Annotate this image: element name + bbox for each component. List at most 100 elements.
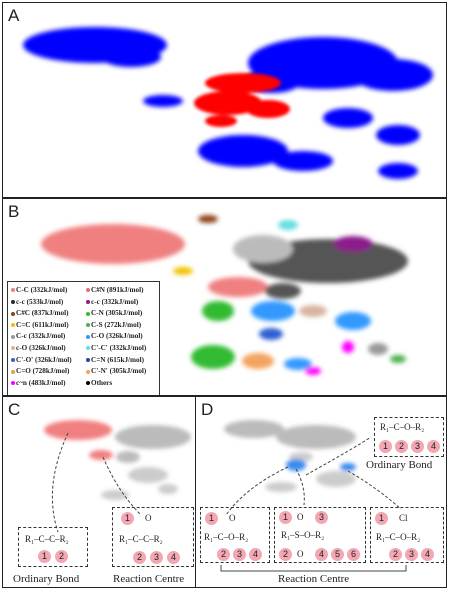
legend-item: c-c (533kJ/mol) <box>11 297 72 309</box>
d-ord-circle-1: 1 <box>379 440 392 453</box>
legend-item: C=C (611kJ/mol) <box>11 320 72 332</box>
legend-left-column: C-C (332kJ/mol) c-c (533kJ/mol) C#C (837kJ… <box>11 285 72 389</box>
legend-swatch-icon <box>11 311 15 316</box>
legend-label: C=C (611kJ/mol) <box>16 320 69 329</box>
d-r2-circle-1: 1 <box>279 511 292 524</box>
legend-swatch-icon <box>11 288 15 293</box>
panel-d: D R₁–C–O–R₂ 1 2 3 4 Ordinary Bond 1 O R₁… <box>195 396 447 588</box>
legend-item: c~n (483kJ/mol) <box>11 378 72 390</box>
d-r2-circle-3: 3 <box>315 511 328 524</box>
d-reaction-caption: Reaction Centre <box>278 573 350 585</box>
legend-item: C-N (305kJ/mol) <box>86 308 146 320</box>
panel-a-scatter <box>23 27 433 179</box>
legend-item: C'-N' (305kJ/mol) <box>86 366 146 378</box>
legend-item: c-c (332kJ/mol) <box>86 297 146 309</box>
legend-label: C=N (615kJ/mol) <box>91 355 145 364</box>
legend-label: C'-C' (332kJ/mol) <box>91 343 147 352</box>
c-ordinary-formula: R₁–C–C–R₂ <box>25 534 69 544</box>
c-rc-formula: R₁–C–C–R₂ <box>119 534 163 544</box>
legend-swatch-icon <box>86 288 90 293</box>
c-rc-circle-2: 2 <box>133 551 146 564</box>
c-rc-oxygen: O <box>145 513 152 523</box>
d-ordinary-box: R₁–C–O–R₂ 1 2 3 4 <box>374 417 444 457</box>
legend-label: c-c (332kJ/mol) <box>91 297 139 306</box>
c-ordinary-caption: Ordinary Bond <box>13 573 80 585</box>
legend-swatch-icon <box>86 334 90 339</box>
legend-item: c-O (326kJ/mol) <box>11 343 72 355</box>
legend-label: C-c (332kJ/mol) <box>16 332 66 341</box>
legend-swatch-icon <box>86 311 90 316</box>
legend-item: C'-C' (332kJ/mol) <box>86 343 146 355</box>
legend-label: C-O (326kJ/mol) <box>91 332 143 341</box>
d-r3-formula: R₁–C–O–R₂ <box>376 532 421 542</box>
c-ord-circle-1: 1 <box>38 550 51 563</box>
legend-item: C-O (326kJ/mol) <box>86 331 146 343</box>
legend-swatch-icon <box>11 299 15 304</box>
d-r2-circle-4: 4 <box>315 548 328 561</box>
legend-right-column: C#N (891kJ/mol) c-c (332kJ/mol) C-N (305kJ… <box>86 285 146 389</box>
legend-swatch-icon <box>11 334 15 339</box>
legend-label: C#N (891kJ/mol) <box>91 286 144 294</box>
panel-c-scatter <box>44 420 191 533</box>
blue-cluster-group <box>23 27 433 179</box>
legend-swatch-icon <box>86 323 90 328</box>
legend-item: C'-O' (326kJ/mol) <box>11 355 72 367</box>
panel-b-label: B <box>8 202 20 221</box>
d-ord-formula: R₁–C–O–R₂ <box>380 422 425 432</box>
legend-swatch-icon <box>11 357 15 362</box>
c-reaction-box: 1 O R₁–C–C–R₂ 2 3 4 <box>112 507 194 567</box>
legend-label: C#C (837kJ/mol) <box>16 309 69 318</box>
d-r3-circle-3: 3 <box>405 548 418 561</box>
d-r1-circle-3: 3 <box>233 548 246 561</box>
legend-label: C=O (728kJ/mol) <box>16 367 70 376</box>
c-ord-circle-2: 2 <box>55 550 68 563</box>
legend-label: c-c (533kJ/mol) <box>16 297 64 306</box>
c-rc-circle-4: 4 <box>167 551 180 564</box>
legend-label: C'-O' (326kJ/mol) <box>16 355 72 364</box>
legend-item: C#N (891kJ/mol) <box>86 285 146 297</box>
legend-swatch-icon <box>11 369 15 374</box>
panel-a: A <box>2 2 447 198</box>
d-r1-oxygen: O <box>229 513 236 523</box>
panel-d-scatter <box>220 420 407 572</box>
d-reaction-box-2: 1 O 3 R₁–S–O–R₂ 2 O 4 5 6 <box>274 507 366 563</box>
legend-item: C-C (332kJ/mol) <box>11 285 72 297</box>
legend-item: C-S (272kJ/mol) <box>86 320 146 332</box>
legend-swatch-icon <box>11 323 15 328</box>
d-ord-circle-3: 3 <box>411 440 424 453</box>
panel-d-label: D <box>201 400 214 419</box>
c-ordinary-box: R₁–C–C–R₂ 1 2 <box>18 527 88 567</box>
legend-swatch-icon <box>86 369 90 374</box>
d-r2-circle-2: 2 <box>279 548 292 561</box>
d-r2-oxygen-bottom: O <box>297 549 304 559</box>
d-r1-formula: R₁–C–O–R₂ <box>204 532 249 542</box>
d-reaction-box-3: 1 Cl R₁–C–O–R₂ 2 3 4 <box>370 507 444 563</box>
legend-label: C'-N' (305kJ/mol) <box>91 367 147 376</box>
d-r2-formula: R₁–S–O–R₂ <box>281 530 325 540</box>
d-r1-circle-1: 1 <box>205 512 218 525</box>
legend-item: C=O (728kJ/mol) <box>11 366 72 378</box>
red-cluster-group <box>194 73 290 127</box>
d-ordinary-caption: Ordinary Bond <box>366 459 433 471</box>
legend-label: C-N (305kJ/mol) <box>91 309 143 318</box>
d-r1-circle-2: 2 <box>217 548 230 561</box>
d-r3-circle-4: 4 <box>421 548 434 561</box>
c-rc-circle-1: 1 <box>121 512 134 525</box>
legend-label: Others <box>91 378 113 387</box>
legend-swatch-icon <box>86 346 90 351</box>
legend-label: C-S (272kJ/mol) <box>91 320 142 329</box>
c-reaction-caption: Reaction Centre <box>113 573 185 585</box>
panel-b: B C-C (332kJ/mol) c-c (533 <box>2 198 447 396</box>
legend-swatch-icon <box>86 381 90 386</box>
bond-legend: C-C (332kJ/mol) c-c (533kJ/mol) C#C (837kJ… <box>7 281 160 395</box>
d-r2-oxygen-top: O <box>297 512 304 522</box>
legend-item: C=N (615kJ/mol) <box>86 355 146 367</box>
d-r3-chlorine: Cl <box>399 513 408 523</box>
d-ord-circle-4: 4 <box>427 440 440 453</box>
d-r2-circle-5: 5 <box>331 548 344 561</box>
c-rc-circle-3: 3 <box>150 551 163 564</box>
legend-swatch-icon <box>86 357 90 362</box>
legend-swatch-icon <box>11 381 15 386</box>
legend-item: Others <box>86 378 146 390</box>
legend-swatch-icon <box>86 299 90 304</box>
